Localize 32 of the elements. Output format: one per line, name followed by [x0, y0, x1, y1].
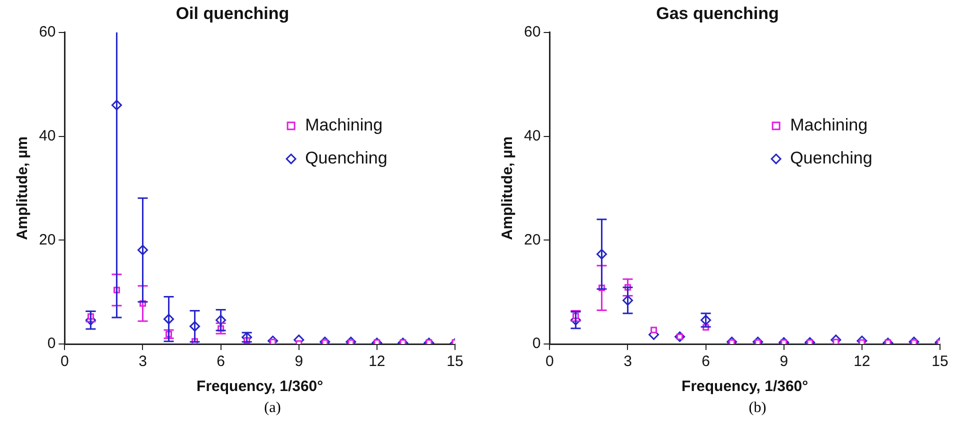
y-axis-title: Amplitude, µm	[14, 136, 32, 240]
y-tick-label: 60	[524, 24, 541, 41]
legend-label: Quenching	[305, 148, 388, 168]
y-tick-label: 0	[532, 335, 541, 352]
x-tick-label: 15	[932, 353, 948, 370]
x-tick-label: 12	[854, 353, 870, 370]
text: (a)	[263, 400, 282, 417]
y-tick-label: 20	[524, 231, 541, 248]
y-tick-label: 60	[38, 24, 56, 41]
legend-label: Machining	[790, 116, 868, 135]
y-axis-title: Amplitude, µm	[499, 136, 516, 240]
y-tick-label: 40	[524, 127, 541, 144]
chart-title: Oil quenching	[176, 4, 290, 23]
x-tick-label: 3	[138, 353, 147, 370]
x-tick-label: 12	[368, 353, 386, 370]
y-tick-label: 0	[47, 335, 56, 352]
x-tick-label: 9	[780, 353, 788, 370]
y-tick-label: 20	[38, 231, 56, 248]
x-tick-label: 6	[216, 353, 225, 370]
chart-title: Gas quenching	[656, 4, 779, 23]
legend-label: Quenching	[790, 148, 872, 168]
x-axis-title: Frequency, 1/360°	[196, 378, 324, 396]
x-tick-label: 3	[624, 353, 632, 370]
x-tick-label: 6	[702, 353, 710, 370]
legend-label: Machining	[305, 116, 383, 135]
x-tick-label: 0	[60, 353, 69, 370]
text: (b)	[748, 400, 768, 417]
x-tick-label: 15	[446, 353, 464, 370]
x-tick-label: 9	[294, 353, 304, 370]
y-tick-label: 40	[38, 127, 56, 144]
x-tick-label: 0	[546, 353, 554, 370]
x-axis-title: Frequency, 1/360°	[682, 378, 808, 396]
